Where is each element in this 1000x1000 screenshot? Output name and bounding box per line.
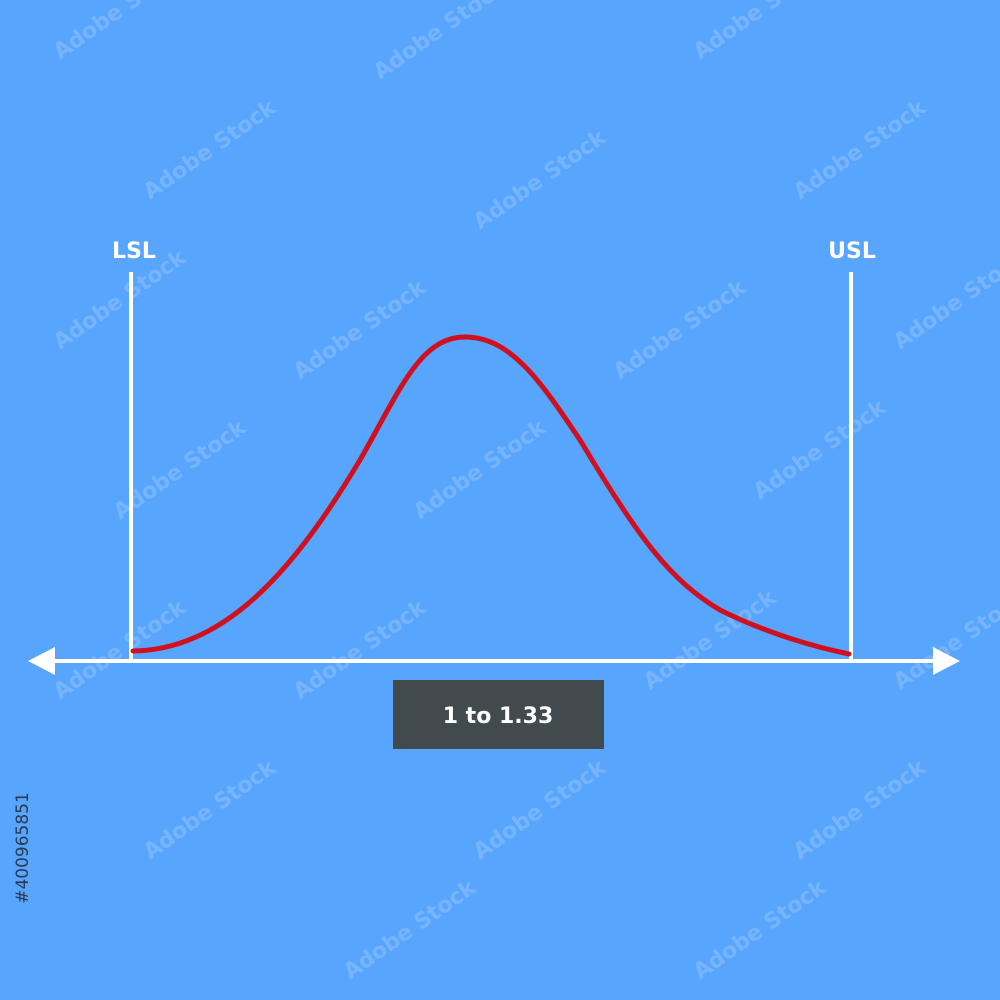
arrow-left xyxy=(28,647,55,675)
range-label: 1 to 1.33 xyxy=(443,704,554,729)
usl-label: USL xyxy=(828,239,876,264)
range-box xyxy=(393,680,604,749)
distribution-curve xyxy=(130,334,852,657)
lsl-label: LSL xyxy=(112,239,156,264)
image-id: #400965851 xyxy=(13,792,33,904)
arrow-right xyxy=(933,647,960,675)
